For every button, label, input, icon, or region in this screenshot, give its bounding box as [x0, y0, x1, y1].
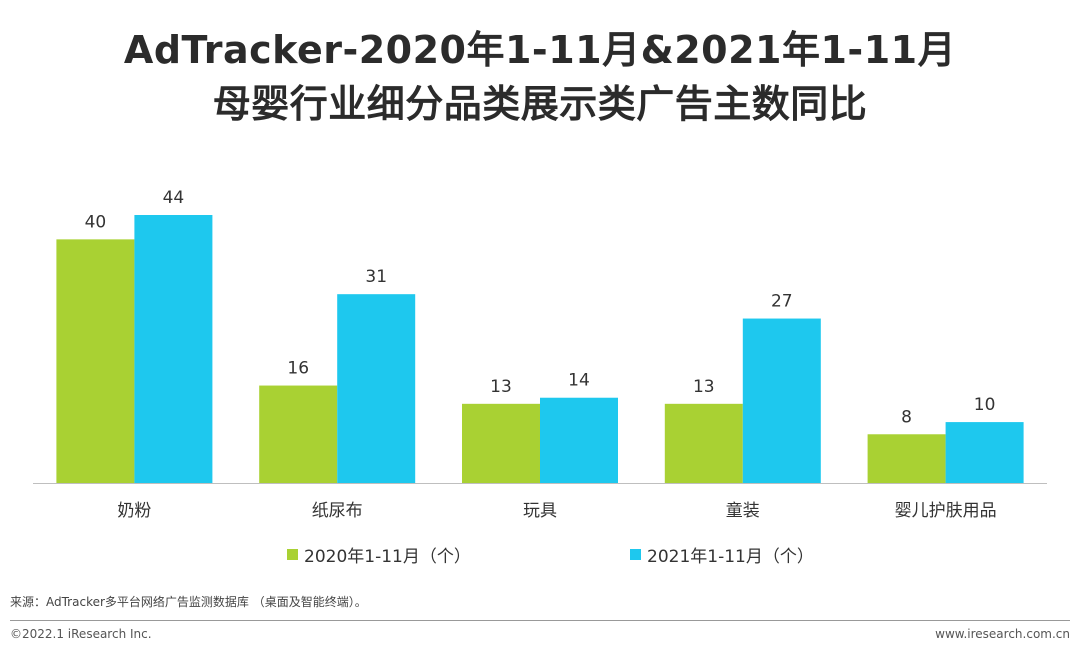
legend-item-2021: 2021年1-11月（个）: [630, 542, 814, 567]
bar-2020-3: [664, 403, 743, 483]
copyright-text: ©2022.1 iResearch Inc.: [10, 627, 152, 641]
legend-label-2021: 2021年1-11月（个）: [647, 547, 814, 567]
bar-2021-0: [134, 215, 213, 483]
category-label-3: 童装: [726, 501, 760, 521]
data-label-2021-1: 31: [365, 267, 387, 287]
bar-chart: 40 44 奶粉 16 31 纸尿布 13 14 玩具 13 27 童装 8 10 婴儿护肤用品: [33, 188, 1047, 521]
legend-swatch-2021: [630, 549, 641, 560]
chart-title-line-1: AdTracker-2020年1-11月&2021年1-11月: [123, 28, 957, 72]
data-label-2021-4: 10: [974, 395, 996, 415]
bar-2020-2: [462, 403, 540, 483]
data-label-2021-3: 27: [771, 292, 793, 312]
bar-2020-1: [259, 385, 338, 483]
bar-2021-4: [945, 422, 1024, 483]
legend-swatch-2020: [287, 549, 298, 560]
legend-item-2020: 2020年1-11月（个）: [287, 542, 471, 567]
bar-2020-0: [56, 239, 135, 483]
data-label-2021-0: 44: [163, 188, 185, 208]
source-note: 来源：AdTracker多平台网络广告监测数据库 （桌面及智能终端）。: [10, 595, 367, 609]
chart-title-line-2: 母婴行业细分品类展示类广告主数同比: [212, 82, 868, 126]
footer-divider: [10, 620, 1070, 621]
data-label-2021-2: 14: [568, 371, 590, 391]
legend-label-2020: 2020年1-11月（个）: [304, 547, 471, 567]
data-label-2020-1: 16: [287, 359, 309, 379]
bar-2021-1: [337, 294, 416, 483]
data-label-2020-0: 40: [85, 212, 107, 232]
website-link[interactable]: www.iresearch.com.cn: [935, 627, 1070, 641]
category-label-2: 玩具: [523, 501, 557, 521]
data-label-2020-3: 13: [693, 377, 715, 397]
bar-2021-3: [742, 318, 821, 483]
data-label-2020-4: 8: [901, 407, 912, 427]
category-label-1: 纸尿布: [312, 501, 363, 521]
category-label-0: 奶粉: [117, 501, 151, 521]
category-label-4: 婴儿护肤用品: [895, 501, 997, 521]
bar-2020-4: [867, 434, 946, 483]
bar-2021-2: [540, 397, 618, 483]
data-label-2020-2: 13: [490, 377, 512, 397]
